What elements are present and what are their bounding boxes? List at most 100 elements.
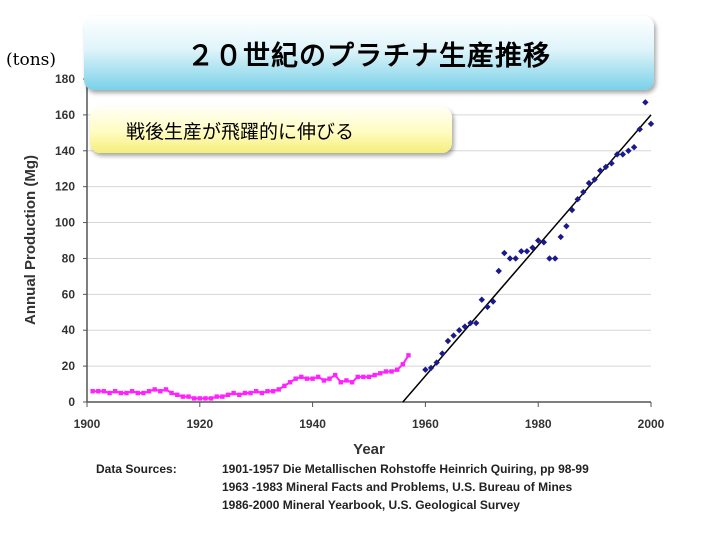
postwar-point [608,160,615,167]
x-tick-label: 1980 [525,417,552,431]
prewar-point [237,392,242,398]
callout-text: 戦後生産が飛躍的に伸びる [126,120,355,143]
source-row: Data Sources: 1901-1957 Die Metallischen… [96,460,589,478]
postwar-point [489,298,497,305]
postwar-point [422,366,429,373]
prewar-point [141,390,146,396]
y-tick-label: 0 [68,395,75,409]
source-row: 1986-2000 Mineral Yearbook, U.S. Geologi… [96,496,589,514]
postwar-point [585,179,593,187]
postwar-point [512,255,519,262]
prewar-point [282,383,287,389]
prewar-point [378,371,383,376]
y-tick-label: 40 [62,323,76,337]
postwar-point [602,163,610,171]
x-tick-label: 1940 [299,417,326,431]
prewar-point [304,376,310,381]
x-tick-labels: 1900 1920 1940 1960 1980 2000 [74,417,665,431]
prewar-point [332,372,338,378]
postwar-point [557,233,564,241]
postwar-point [580,188,587,196]
prewar-point [208,396,214,401]
y-tick-label: 160 [55,108,75,122]
prewar-point [383,369,389,374]
prewar-point [276,387,281,392]
postwar-point [529,244,536,251]
units-label: (tons) [6,50,57,70]
y-tick-labels: 0 20 40 60 80 100 120 140 160 180 [55,72,75,409]
postwar-point [461,323,469,330]
prewar-point [293,376,298,381]
postwar-point [506,255,514,262]
postwar-point [597,167,604,174]
y-tick-label: 180 [55,72,75,86]
y-axis-label: Annual Production (Mg) [22,155,39,325]
postwar-point [467,319,474,327]
y-tick-label: 80 [62,251,76,265]
postwar-point [642,99,649,106]
postwar-point [535,237,542,244]
prewar-point [338,380,343,385]
prewar-point [310,376,315,381]
x-tick-label: 1920 [186,417,213,431]
postwar-point [444,337,452,345]
prewar-point [299,374,304,380]
prewar-point [220,394,225,399]
prewar-point [406,353,411,358]
prewar-point [242,390,248,396]
prewar-point [118,390,124,396]
data-sources: Data Sources: 1901-1957 Die Metallischen… [96,460,589,514]
prewar-point [372,372,377,378]
source-heading: Data Sources: [96,462,177,476]
prewar-point [321,378,327,383]
postwar-point [546,255,553,262]
postwar-point [456,327,463,334]
postwar-point [495,267,502,275]
prewar-point [197,396,202,401]
prewar-point [259,390,265,396]
y-tick-label: 100 [55,216,75,230]
prewar-point [180,394,186,399]
prewar-point [287,380,293,385]
postwar-point [591,176,598,183]
postwar-point [472,319,480,327]
postwar-point [518,248,525,255]
prewar-point [113,389,118,394]
y-tick-label: 140 [55,144,75,158]
prewar-point [355,374,360,380]
prewar-point [395,367,400,372]
x-tick-label: 2000 [638,417,665,431]
postwar-point [439,350,446,357]
x-tick-label: 1960 [412,417,439,431]
prewar-point [146,389,152,394]
chart-title-banner: ２０世紀のプラチナ生産推移 [84,16,654,90]
postwar-point [636,126,643,133]
x-tick-label: 1900 [74,417,101,431]
prewar-point [124,390,129,396]
postwar-point [625,147,632,154]
prewar-point [316,374,321,380]
prewar-point [163,387,169,392]
source-row: 1963 -1983 Mineral Facts and Problems, U… [96,478,589,496]
y-tick-label: 60 [62,287,76,301]
postwar-point [450,332,457,339]
prewar-point [158,389,163,394]
prewar-point [254,389,259,394]
prewar-point [175,392,180,398]
prewar-point [214,394,219,399]
prewar-point [366,374,372,380]
postwar-point [630,143,638,151]
source-text: 1986-2000 Mineral Yearbook, U.S. Geologi… [222,498,520,512]
postwar-point [619,151,626,158]
prewar-point [191,396,197,401]
prewar-point [270,389,276,394]
data-series [90,99,655,403]
prewar-point [186,394,191,399]
x-axis-label: Year [353,441,385,458]
axes [83,78,652,407]
postwar-point [484,303,491,311]
postwar-point [613,151,621,158]
prewar-point [248,390,253,396]
chart-title: ２０世紀のプラチナ生産推移 [187,40,551,72]
postwar-point [478,296,485,303]
